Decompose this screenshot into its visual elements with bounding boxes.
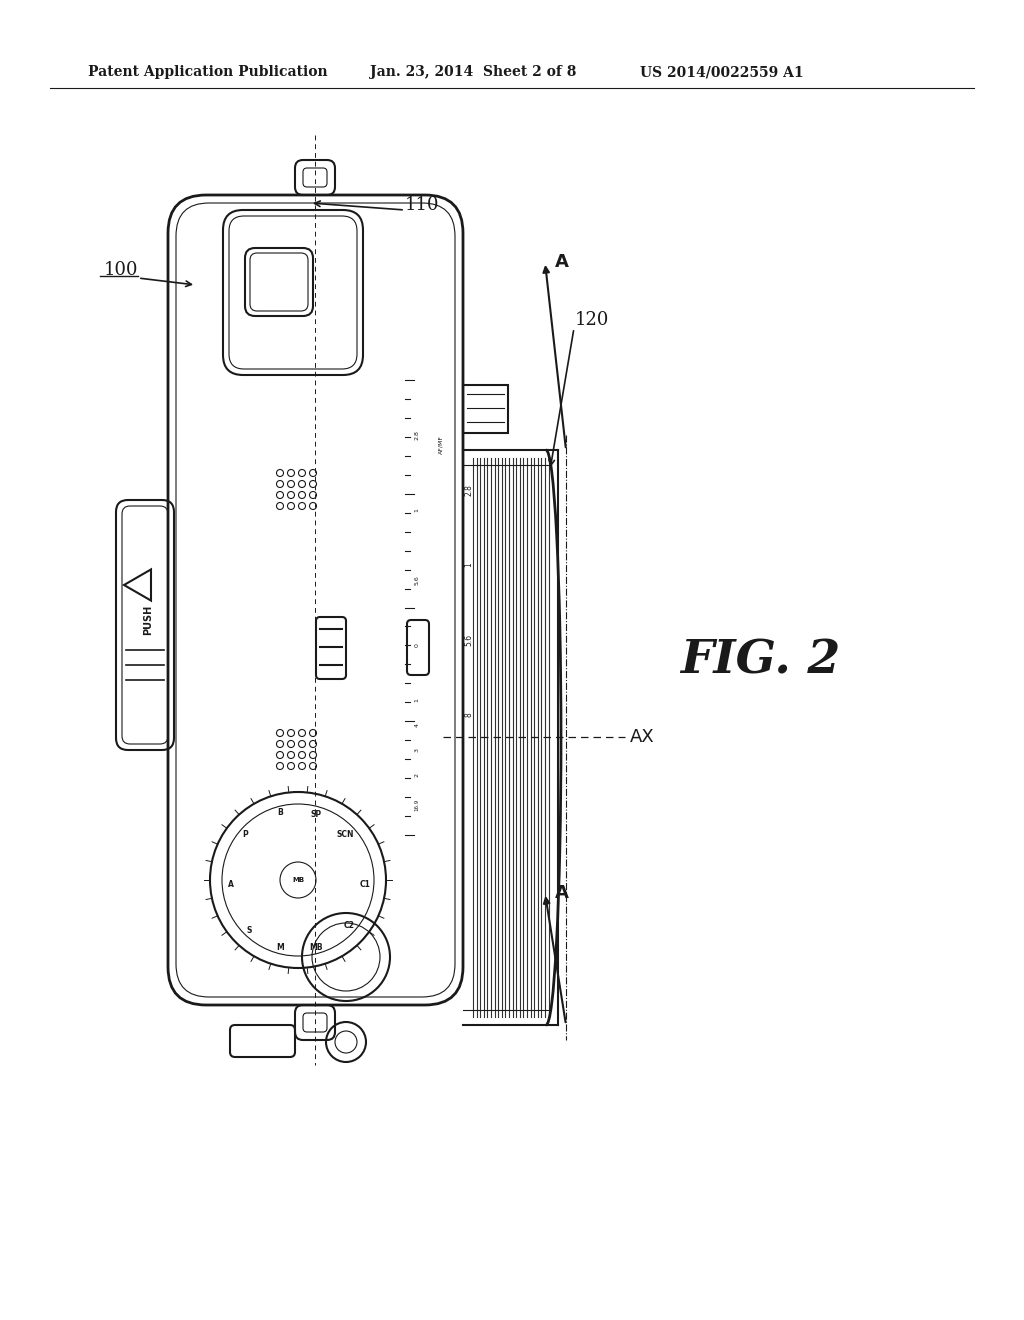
Text: C1: C1 bbox=[359, 879, 371, 888]
Text: 1: 1 bbox=[465, 562, 473, 568]
Text: Jan. 23, 2014  Sheet 2 of 8: Jan. 23, 2014 Sheet 2 of 8 bbox=[370, 65, 577, 79]
Text: 2.8: 2.8 bbox=[465, 484, 473, 496]
Text: A: A bbox=[555, 253, 569, 271]
Text: 8: 8 bbox=[465, 713, 473, 717]
Text: 4: 4 bbox=[415, 723, 420, 727]
Text: A: A bbox=[227, 879, 233, 888]
Text: 1: 1 bbox=[415, 508, 420, 512]
Text: AF/MF: AF/MF bbox=[438, 436, 443, 454]
Text: S: S bbox=[246, 927, 252, 936]
Text: 0: 0 bbox=[415, 643, 420, 647]
Text: 16.9: 16.9 bbox=[415, 799, 420, 810]
Text: PUSH: PUSH bbox=[143, 605, 153, 635]
Text: US 2014/0022559 A1: US 2014/0022559 A1 bbox=[640, 65, 804, 79]
Text: Patent Application Publication: Patent Application Publication bbox=[88, 65, 328, 79]
Text: 100: 100 bbox=[103, 261, 138, 279]
Text: 5.6: 5.6 bbox=[465, 634, 473, 645]
Text: 110: 110 bbox=[406, 195, 439, 214]
Text: SP: SP bbox=[310, 810, 322, 818]
Text: FIG. 2: FIG. 2 bbox=[680, 638, 840, 682]
Text: 2: 2 bbox=[415, 774, 420, 777]
Bar bbox=[463, 385, 508, 433]
Text: SCN: SCN bbox=[337, 830, 354, 840]
Text: 5.6: 5.6 bbox=[415, 576, 420, 585]
Text: B: B bbox=[278, 808, 283, 817]
Text: MB: MB bbox=[309, 942, 323, 952]
Text: MB: MB bbox=[292, 876, 304, 883]
Text: C2: C2 bbox=[343, 920, 354, 929]
Text: P: P bbox=[242, 830, 248, 840]
Text: M: M bbox=[276, 942, 284, 952]
Text: A: A bbox=[555, 884, 569, 902]
Text: 3: 3 bbox=[415, 748, 420, 752]
Text: 2.8: 2.8 bbox=[415, 430, 420, 440]
Text: 120: 120 bbox=[575, 312, 609, 329]
Text: AX: AX bbox=[630, 729, 654, 746]
Text: 1: 1 bbox=[415, 698, 420, 702]
